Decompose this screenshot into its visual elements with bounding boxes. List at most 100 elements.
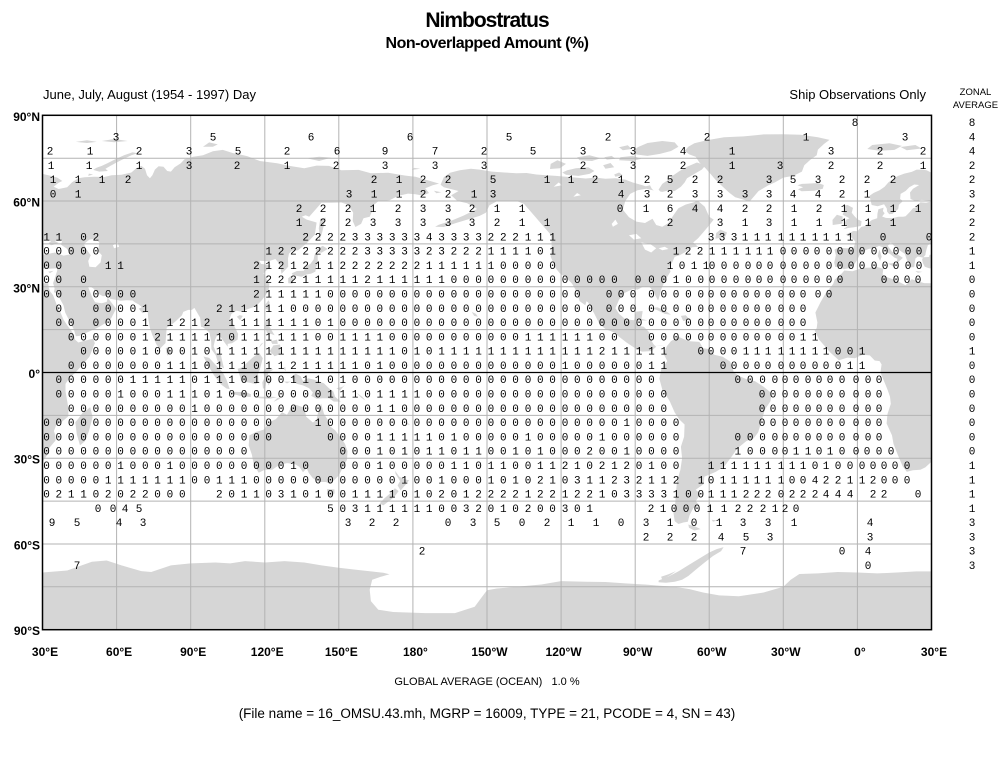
svg-text:1: 1 — [228, 375, 235, 387]
svg-text:3: 3 — [902, 132, 909, 144]
svg-text:5: 5 — [530, 147, 537, 159]
svg-text:1: 1 — [315, 290, 322, 302]
svg-text:0: 0 — [93, 432, 100, 444]
svg-text:1: 1 — [512, 347, 519, 359]
svg-text:0: 0 — [43, 261, 50, 273]
svg-text:0: 0 — [525, 375, 532, 387]
svg-text:2: 2 — [463, 247, 470, 259]
svg-text:0: 0 — [426, 361, 433, 373]
svg-text:1: 1 — [618, 175, 625, 187]
svg-text:0: 0 — [142, 432, 149, 444]
svg-text:2: 2 — [278, 261, 285, 273]
svg-text:1: 1 — [401, 432, 408, 444]
svg-text:0: 0 — [339, 447, 346, 459]
svg-text:0: 0 — [648, 418, 655, 430]
svg-text:0: 0 — [683, 504, 690, 516]
svg-text:0: 0 — [525, 390, 532, 402]
svg-text:2: 2 — [870, 490, 877, 502]
svg-text:1: 1 — [339, 361, 346, 373]
svg-text:2: 2 — [320, 218, 327, 230]
svg-text:1: 1 — [426, 432, 433, 444]
svg-text:0: 0 — [537, 304, 544, 316]
svg-text:0: 0 — [475, 404, 482, 416]
svg-text:2: 2 — [544, 518, 551, 530]
svg-text:0: 0 — [488, 332, 495, 344]
svg-text:0: 0 — [835, 347, 842, 359]
svg-text:0: 0 — [500, 361, 507, 373]
svg-text:0: 0 — [623, 404, 630, 416]
svg-text:0: 0 — [179, 461, 186, 473]
svg-text:0: 0 — [905, 261, 912, 273]
svg-text:2: 2 — [339, 232, 346, 244]
svg-text:0: 0 — [68, 447, 75, 459]
svg-text:1: 1 — [812, 232, 819, 244]
svg-text:1: 1 — [463, 261, 470, 273]
svg-text:2: 2 — [352, 261, 359, 273]
svg-text:0: 0 — [68, 247, 75, 259]
svg-text:1: 1 — [512, 447, 519, 459]
svg-text:0: 0 — [451, 304, 458, 316]
svg-text:0: 0 — [352, 304, 359, 316]
svg-text:0: 0 — [606, 304, 613, 316]
svg-text:0: 0 — [876, 404, 883, 416]
svg-text:0: 0 — [117, 290, 124, 302]
svg-text:0: 0 — [848, 261, 855, 273]
svg-text:1: 1 — [800, 232, 807, 244]
svg-text:5: 5 — [136, 504, 143, 516]
svg-text:0: 0 — [339, 432, 346, 444]
svg-text:0: 0 — [778, 332, 785, 344]
svg-text:0: 0 — [660, 318, 667, 330]
svg-text:2: 2 — [754, 490, 761, 502]
svg-text:0: 0 — [130, 304, 137, 316]
svg-text:0: 0 — [611, 490, 618, 502]
svg-text:0: 0 — [451, 490, 458, 502]
svg-text:0: 0 — [167, 447, 174, 459]
svg-text:0: 0 — [43, 418, 50, 430]
svg-text:3: 3 — [395, 218, 402, 230]
svg-text:0: 0 — [142, 461, 149, 473]
svg-text:2: 2 — [599, 461, 606, 473]
svg-text:0: 0 — [805, 375, 812, 387]
svg-text:2: 2 — [644, 175, 651, 187]
svg-text:1: 1 — [167, 361, 174, 373]
svg-text:0: 0 — [630, 290, 637, 302]
svg-text:0: 0 — [709, 275, 716, 287]
svg-text:3: 3 — [432, 161, 439, 173]
svg-text:0: 0 — [733, 261, 740, 273]
svg-text:0: 0 — [80, 390, 87, 402]
svg-text:0: 0 — [500, 290, 507, 302]
svg-text:0: 0 — [426, 404, 433, 416]
svg-text:1: 1 — [549, 332, 556, 344]
svg-text:2: 2 — [537, 475, 544, 487]
svg-text:3: 3 — [389, 232, 396, 244]
svg-text:0: 0 — [888, 447, 895, 459]
svg-text:1: 1 — [847, 361, 854, 373]
svg-text:0: 0 — [586, 318, 593, 330]
svg-text:1: 1 — [191, 347, 198, 359]
svg-text:0: 0 — [793, 504, 800, 516]
svg-text:0: 0 — [265, 404, 272, 416]
svg-text:0: 0 — [660, 404, 667, 416]
svg-text:4: 4 — [812, 475, 819, 487]
svg-text:0: 0 — [789, 318, 796, 330]
svg-text:1: 1 — [290, 332, 297, 344]
svg-text:0: 0 — [782, 447, 789, 459]
svg-text:1: 1 — [370, 204, 377, 216]
svg-text:1: 1 — [827, 447, 834, 459]
svg-text:1: 1 — [68, 490, 75, 502]
svg-text:1: 1 — [389, 347, 396, 359]
svg-text:1: 1 — [812, 347, 819, 359]
svg-text:3: 3 — [376, 247, 383, 259]
svg-text:30°E: 30°E — [921, 645, 947, 659]
svg-text:0: 0 — [915, 275, 922, 287]
svg-text:0: 0 — [475, 332, 482, 344]
svg-text:0: 0 — [327, 418, 334, 430]
svg-text:5: 5 — [327, 504, 334, 516]
svg-text:0: 0 — [463, 432, 470, 444]
svg-text:2: 2 — [475, 247, 482, 259]
svg-text:0: 0 — [537, 318, 544, 330]
svg-text:0: 0 — [837, 275, 844, 287]
svg-text:0: 0 — [142, 418, 149, 430]
svg-text:1: 1 — [549, 247, 556, 259]
svg-text:3: 3 — [401, 232, 408, 244]
